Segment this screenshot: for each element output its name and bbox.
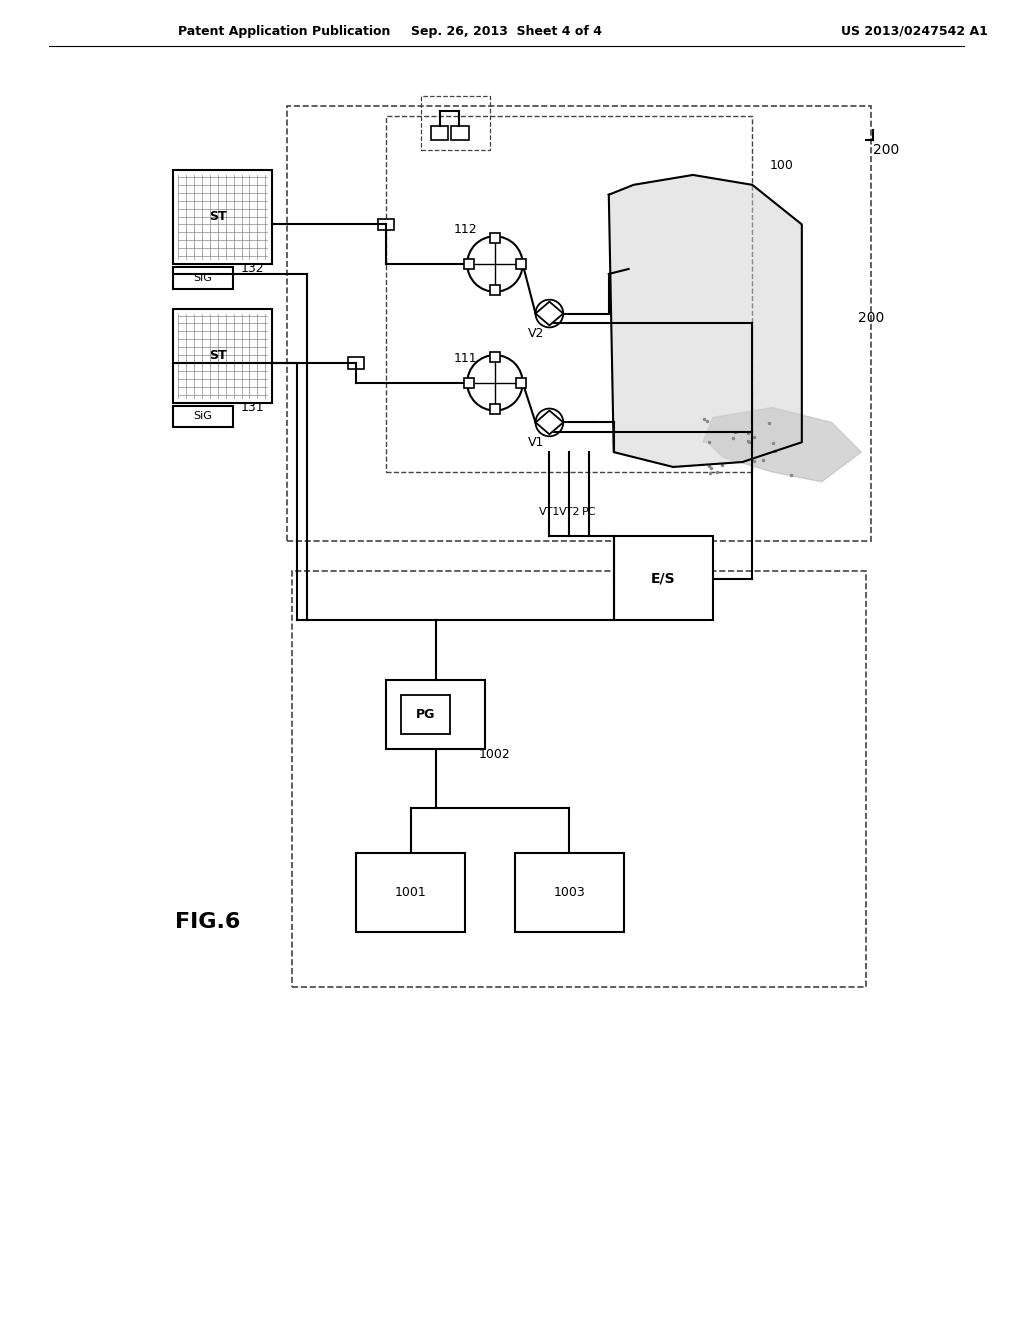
Text: V2: V2 (528, 327, 545, 339)
Polygon shape (609, 176, 802, 467)
Text: Sep. 26, 2013  Sheet 4 of 4: Sep. 26, 2013 Sheet 4 of 4 (412, 25, 602, 38)
Text: 112: 112 (454, 223, 477, 236)
Text: ST: ST (209, 348, 226, 362)
Text: 100: 100 (770, 158, 794, 172)
Text: VT1: VT1 (539, 507, 560, 516)
Bar (386, 116, 753, 473)
Bar (173, 405, 232, 428)
Bar (516, 259, 525, 269)
Bar (173, 267, 232, 289)
Text: 111: 111 (454, 351, 477, 364)
Bar (292, 572, 866, 986)
Bar (348, 358, 365, 370)
Bar (386, 680, 485, 748)
Circle shape (467, 355, 522, 411)
Bar (490, 404, 500, 413)
Bar (431, 127, 449, 140)
Text: SiG: SiG (194, 273, 212, 282)
Text: 131: 131 (241, 401, 264, 414)
Polygon shape (702, 408, 861, 482)
Bar (378, 219, 394, 231)
Text: SiG: SiG (194, 412, 212, 421)
Text: ST: ST (209, 210, 226, 223)
Text: 200: 200 (872, 143, 899, 157)
Bar (421, 96, 490, 150)
Bar (173, 170, 272, 264)
Text: FIG.6: FIG.6 (175, 912, 241, 932)
Bar (287, 106, 871, 541)
Bar (401, 694, 451, 734)
Bar (490, 352, 500, 362)
Bar (515, 853, 624, 932)
Text: Patent Application Publication: Patent Application Publication (178, 25, 390, 38)
Bar (490, 234, 500, 243)
Text: 132: 132 (241, 263, 264, 276)
Bar (516, 378, 525, 388)
Text: E/S: E/S (651, 572, 676, 586)
Polygon shape (536, 302, 563, 326)
Text: US 2013/0247542 A1: US 2013/0247542 A1 (842, 25, 988, 38)
Text: 200: 200 (858, 312, 885, 326)
Text: PC: PC (582, 507, 596, 516)
Text: PG: PG (416, 708, 435, 721)
Circle shape (467, 236, 522, 292)
Bar (356, 853, 465, 932)
Bar (613, 536, 713, 620)
Bar (452, 127, 469, 140)
Text: 1002: 1002 (479, 747, 511, 760)
Bar (464, 259, 474, 269)
Text: 1003: 1003 (553, 886, 585, 899)
Text: 1001: 1001 (395, 886, 427, 899)
Bar (490, 285, 500, 294)
Bar (173, 309, 272, 403)
Text: V1: V1 (528, 436, 545, 449)
Bar (464, 378, 474, 388)
Polygon shape (536, 411, 563, 434)
Text: VT2: VT2 (558, 507, 580, 516)
